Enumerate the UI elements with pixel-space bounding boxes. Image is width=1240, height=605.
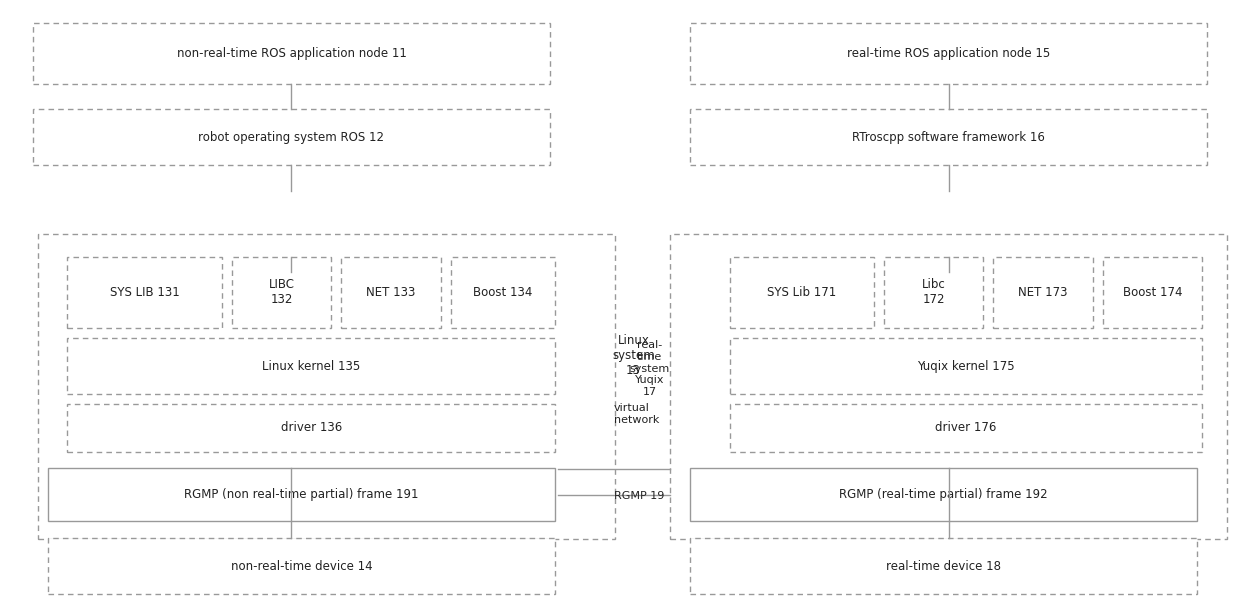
- Bar: [67, 404, 556, 452]
- Text: RGMP 19: RGMP 19: [614, 491, 665, 500]
- Text: SYS LIB 131: SYS LIB 131: [110, 286, 180, 299]
- Bar: [47, 468, 556, 521]
- Bar: [32, 23, 551, 84]
- Bar: [689, 538, 1198, 594]
- Text: Boost 174: Boost 174: [1123, 286, 1183, 299]
- Text: LIBC
132: LIBC 132: [269, 278, 295, 306]
- Bar: [689, 110, 1208, 165]
- Bar: [714, 247, 1223, 470]
- Bar: [67, 338, 556, 394]
- Text: real-
time
system
Yuqix
17: real- time system Yuqix 17: [630, 341, 670, 397]
- Text: Linux kernel 135: Linux kernel 135: [263, 359, 361, 373]
- Text: real-time ROS application node 15: real-time ROS application node 15: [847, 47, 1050, 60]
- Bar: [67, 257, 222, 328]
- Text: Boost 134: Boost 134: [474, 286, 533, 299]
- Text: Linux
system
13: Linux system 13: [613, 334, 655, 377]
- Text: RGMP (non real-time partial) frame 191: RGMP (non real-time partial) frame 191: [185, 488, 419, 501]
- Bar: [689, 23, 1208, 84]
- Text: robot operating system ROS 12: robot operating system ROS 12: [198, 131, 384, 144]
- Text: NET 173: NET 173: [1018, 286, 1068, 299]
- Bar: [729, 257, 874, 328]
- Bar: [37, 234, 615, 539]
- Text: RGMP (real-time partial) frame 192: RGMP (real-time partial) frame 192: [839, 488, 1048, 501]
- Text: non-real-time device 14: non-real-time device 14: [231, 560, 372, 573]
- Bar: [341, 257, 440, 328]
- Bar: [884, 257, 983, 328]
- Bar: [1102, 257, 1203, 328]
- Text: virtual
network: virtual network: [614, 404, 660, 425]
- Bar: [670, 234, 1228, 539]
- Bar: [232, 257, 331, 328]
- Text: driver 136: driver 136: [280, 422, 342, 434]
- Text: Yuqix kernel 175: Yuqix kernel 175: [918, 359, 1014, 373]
- Text: non-real-time ROS application node 11: non-real-time ROS application node 11: [176, 47, 407, 60]
- Bar: [32, 110, 551, 165]
- Bar: [451, 257, 556, 328]
- Bar: [729, 338, 1203, 394]
- Text: real-time device 18: real-time device 18: [887, 560, 1001, 573]
- Bar: [689, 468, 1198, 521]
- Text: Libc
172: Libc 172: [921, 278, 945, 306]
- Bar: [729, 404, 1203, 452]
- Text: RTroscpp software framework 16: RTroscpp software framework 16: [852, 131, 1045, 144]
- Bar: [993, 257, 1092, 328]
- Bar: [52, 247, 610, 470]
- Text: SYS Lib 171: SYS Lib 171: [768, 286, 836, 299]
- Bar: [47, 538, 556, 594]
- Text: driver 176: driver 176: [935, 422, 997, 434]
- Text: NET 133: NET 133: [366, 286, 415, 299]
